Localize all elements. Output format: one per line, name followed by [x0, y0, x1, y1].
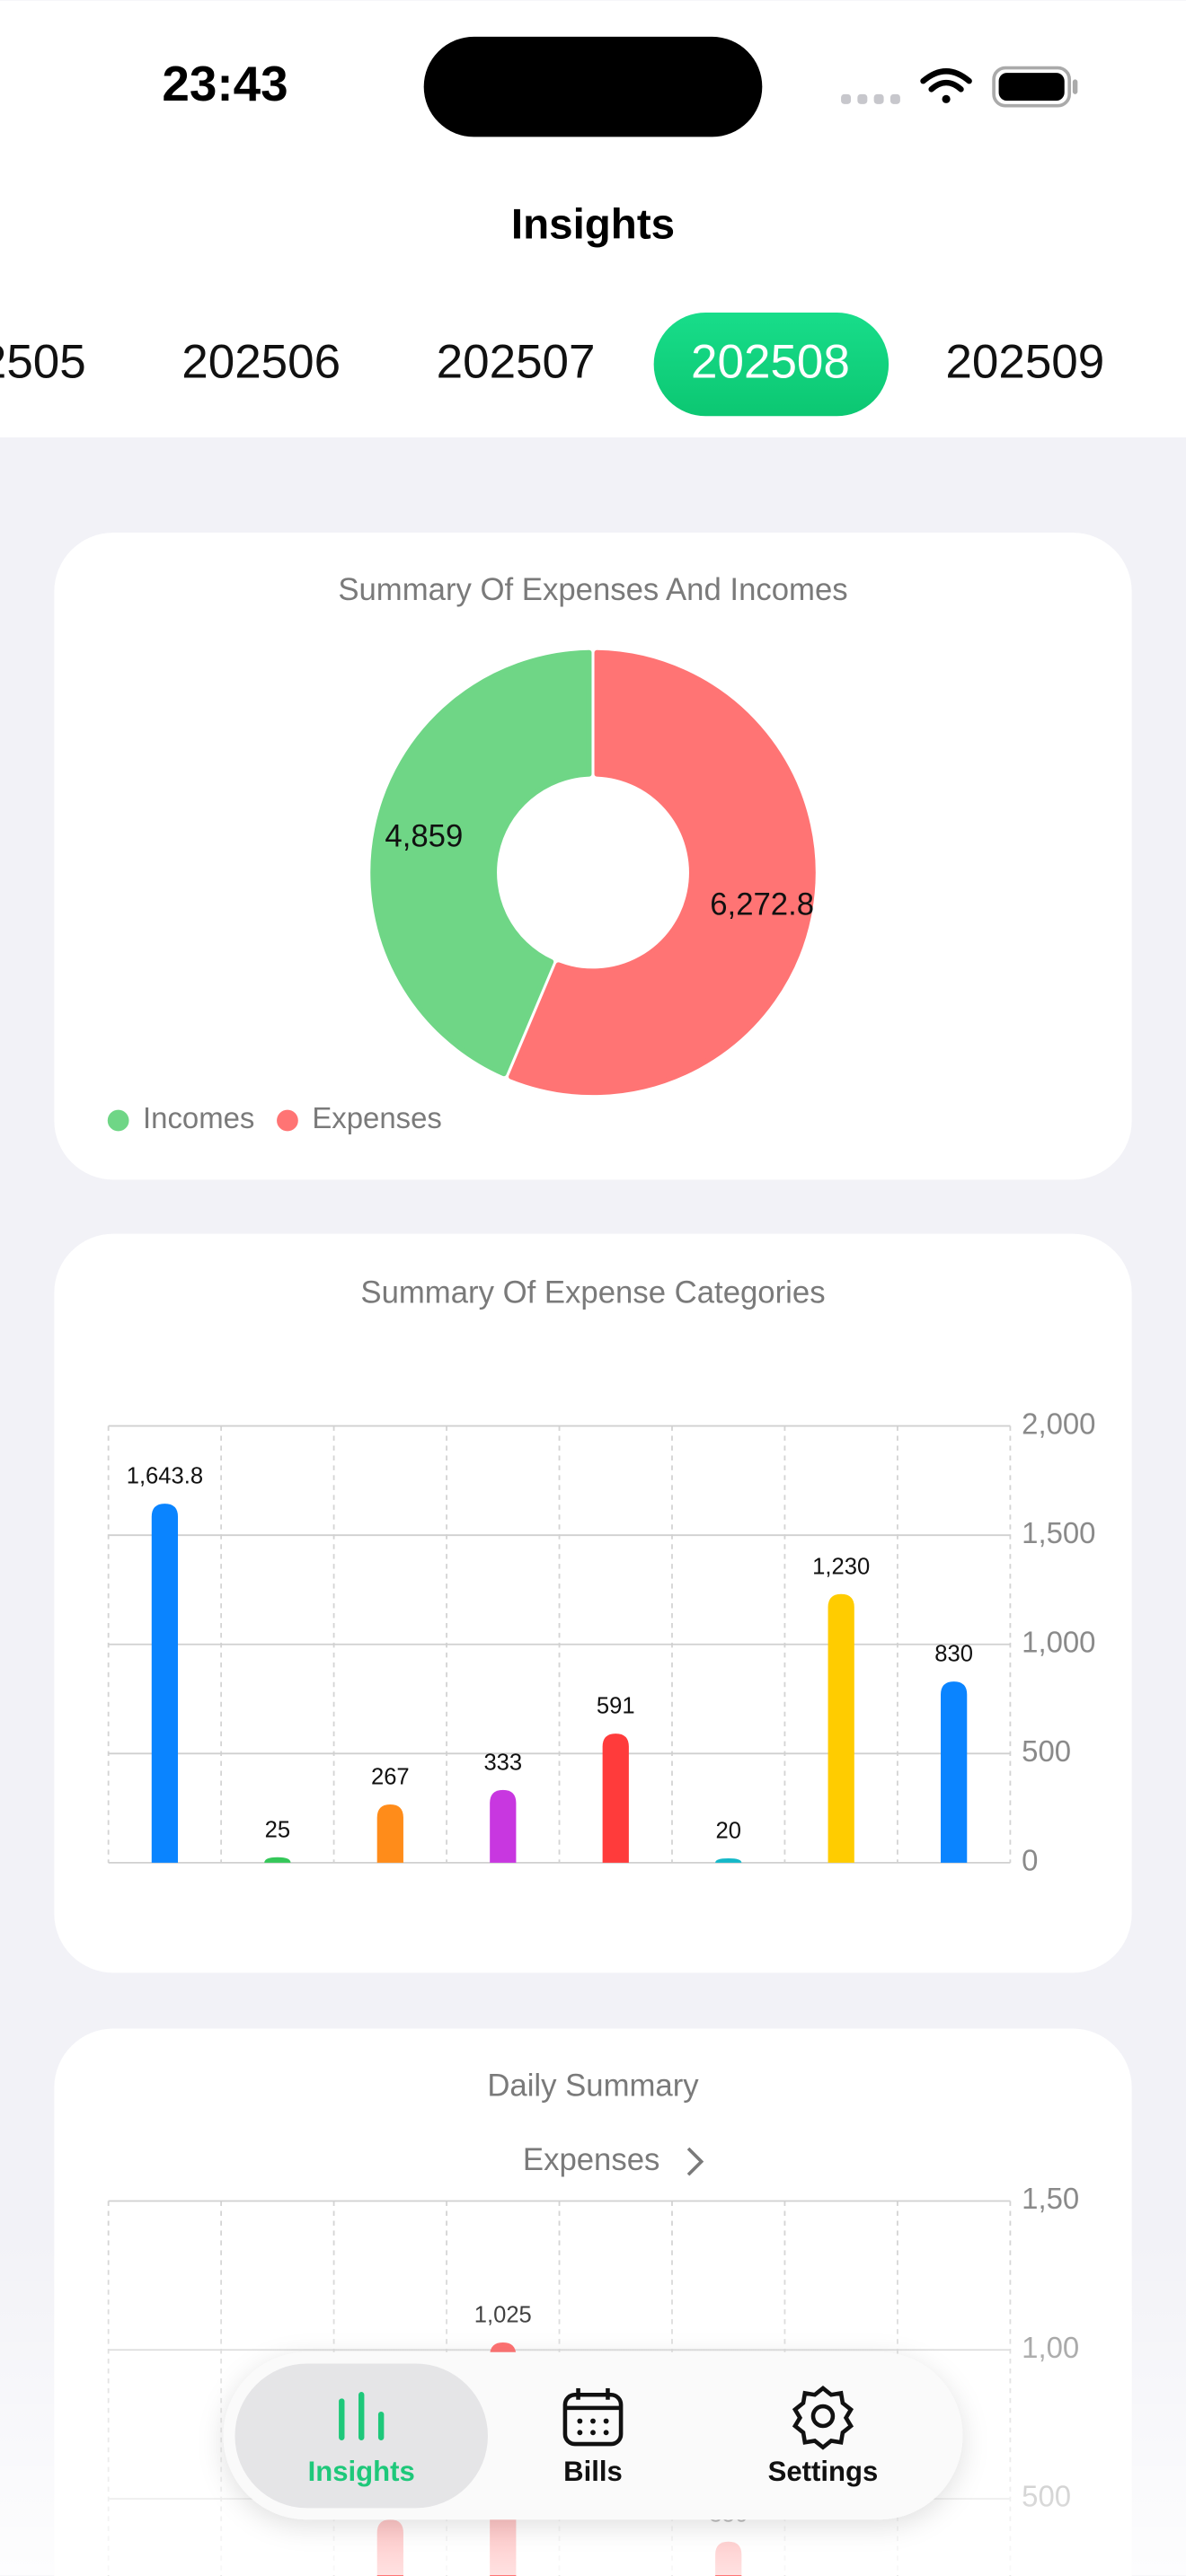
bar: [602, 1734, 629, 1863]
series-selector[interactable]: Expenses: [523, 2143, 704, 2177]
y-tick-label: 1,500: [1022, 2182, 1095, 2215]
page-title: Insights: [511, 201, 675, 249]
insights-icon[interactable]: [339, 2392, 385, 2440]
card-title: Summary Of Expenses And Incomes: [338, 573, 847, 607]
card-title: Summary Of Expense Categories: [360, 1275, 825, 1310]
donut-chart: 4,859 6,272.8 Incomes Expenses: [107, 649, 816, 1134]
selector-label[interactable]: Expenses: [523, 2143, 659, 2177]
value-label: 1,230: [812, 1554, 870, 1579]
bar: [715, 1858, 742, 1863]
tab-label[interactable]: Insights: [308, 2456, 415, 2487]
pie-slice: [370, 649, 592, 1077]
y-tick-label: 0: [1022, 1844, 1038, 1877]
value-label: 830: [934, 1642, 973, 1667]
value-label: 6,272.8: [710, 888, 814, 922]
dynamic-island: [423, 36, 763, 137]
y-tick-label: 1,000: [1022, 1625, 1095, 1658]
legend-label: Incomes: [143, 1101, 254, 1134]
pie-slice: [509, 649, 816, 1096]
month-tab[interactable]: 202508: [691, 336, 850, 389]
bills-icon[interactable]: [562, 2387, 624, 2447]
value-label: 1,643.8: [127, 1464, 203, 1489]
month-tabs: 202505 202506 202507 202508 202509: [0, 313, 1104, 417]
bar: [151, 1504, 179, 1863]
bar-chart: 0 500 1,000 1,500 2,000 1,643.8 25 267 333 591 20 1…: [107, 1407, 1095, 1877]
value-label: 25: [265, 1817, 290, 1842]
battery-icon: [992, 66, 1078, 108]
chevron[interactable]: [686, 2147, 704, 2176]
legend-swatch: [277, 1109, 298, 1132]
value-label: 333: [483, 1750, 522, 1775]
card: [54, 533, 1132, 1180]
bar: [490, 1789, 517, 1863]
tab-bar: Insights Bills Settings: [223, 2351, 963, 2520]
value-label: 20: [715, 1819, 740, 1844]
y-tick-label: 1,500: [1022, 1516, 1095, 1549]
y-tick-label: 2,000: [1022, 1407, 1095, 1440]
signal-icon: [841, 93, 900, 104]
card: [54, 1233, 1132, 1973]
tab-label[interactable]: Bills: [563, 2456, 623, 2487]
value-label: 267: [371, 1764, 410, 1789]
legend-swatch: [107, 1109, 129, 1132]
bar: [941, 1681, 968, 1863]
card-title: Daily Summary: [487, 2069, 699, 2104]
wifi-icon: [920, 68, 972, 103]
month-tab[interactable]: 202506: [181, 336, 341, 389]
y-tick-label: 500: [1022, 1734, 1071, 1768]
status-time: 23:43: [162, 56, 288, 111]
month-tab-selected[interactable]: [653, 313, 890, 417]
bar: [376, 1804, 403, 1863]
tab-items: Insights Bills Settings: [308, 2456, 879, 2487]
bar: [264, 1857, 291, 1863]
value-label: 591: [597, 1694, 635, 1719]
month-tab[interactable]: 202509: [945, 336, 1104, 389]
month-tab[interactable]: 202507: [437, 336, 596, 389]
legend-label: Expenses: [312, 1101, 441, 1134]
bar: [828, 1593, 854, 1863]
month-tab[interactable]: 202505: [0, 336, 86, 389]
tab-label[interactable]: Settings: [768, 2456, 879, 2487]
value-label: 4,859: [385, 820, 463, 854]
settings-icon[interactable]: [792, 2386, 854, 2450]
